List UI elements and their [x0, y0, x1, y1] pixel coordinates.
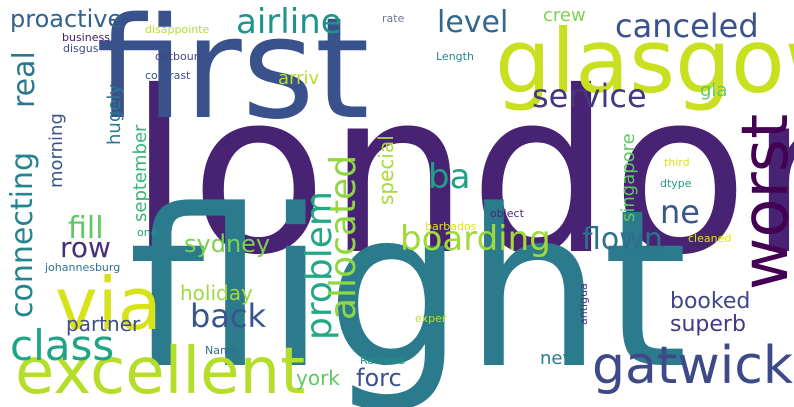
word-name: Name	[205, 344, 238, 357]
word-level: level	[437, 5, 509, 40]
word-third: third	[664, 156, 690, 169]
word-ne: ne	[660, 193, 700, 231]
word-crew: crew	[543, 5, 586, 26]
word-disgus: disgus	[63, 42, 99, 55]
word-singapore: singapore	[618, 133, 639, 222]
word-reviews: Reviews	[360, 354, 405, 367]
word-canceled: canceled	[615, 7, 759, 45]
word-superb: superb	[670, 312, 746, 337]
word-airline: airline	[236, 2, 342, 42]
word-object: object	[490, 207, 524, 220]
word-length: Length	[436, 50, 474, 63]
word-class: class	[10, 321, 115, 370]
word-exper: exper	[415, 312, 447, 325]
word-flown: flown	[582, 222, 663, 257]
word-disappointe: disappointe	[145, 23, 210, 36]
word-excellent: excellent	[15, 335, 306, 407]
word-forc: forc	[356, 364, 402, 392]
word-first: first	[96, 0, 370, 151]
word-booked: booked	[670, 289, 751, 314]
word-boarding: boarding	[400, 219, 551, 259]
word-via: via	[55, 262, 162, 346]
word-connecting: connecting	[5, 152, 40, 318]
word-johannesburg: johannesburg	[45, 261, 121, 274]
word-outboun: outboun	[155, 50, 201, 63]
word-new: new	[540, 348, 578, 369]
word-september: september	[130, 124, 151, 222]
word-business: business	[62, 31, 110, 44]
word-rate: rate	[382, 12, 405, 25]
word-special: special	[374, 135, 398, 205]
word-sydney: sydney	[184, 230, 271, 258]
word-barbados: barbados	[425, 220, 477, 233]
word-arriv: arriv	[278, 68, 320, 89]
word-ba: ba	[428, 157, 471, 197]
word-one: one	[137, 226, 158, 239]
word-morning: morning	[46, 113, 67, 188]
word-allocated: allocated	[323, 154, 364, 320]
word-fill: fill	[68, 211, 104, 246]
word-partner: partner	[66, 312, 141, 336]
word-gatwick: gatwick	[592, 336, 793, 396]
word-proactive: proactive	[10, 5, 123, 33]
word-contrast: contrast	[145, 69, 191, 82]
word-york: york	[296, 366, 340, 390]
word-hugely: hugely	[104, 84, 125, 145]
word-antigua: antigua	[577, 283, 590, 325]
word-real: real	[7, 51, 42, 108]
word-worst: worst	[729, 113, 794, 290]
word-back: back	[190, 297, 267, 335]
word-flight: flight	[128, 164, 688, 407]
word-gla: gla	[700, 80, 728, 101]
word-row: row	[60, 231, 111, 264]
word-holiday: holiday	[180, 281, 253, 305]
word-london: london	[128, 43, 794, 304]
word-service: service	[532, 77, 647, 115]
word-cleaned: cleaned	[688, 232, 732, 245]
word-dtype: dtype	[660, 177, 692, 190]
